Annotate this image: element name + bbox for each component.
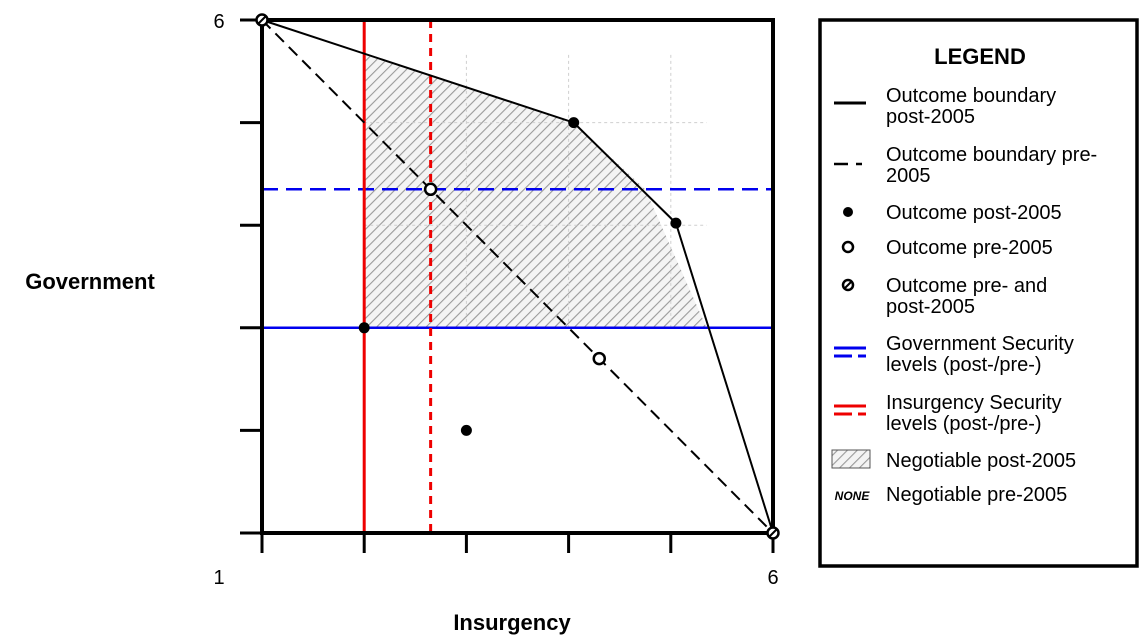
x-tick-label-min: 1 <box>213 567 224 589</box>
y-tick-label-max: 6 <box>213 11 224 33</box>
x-tick-label-max: 6 <box>767 567 778 589</box>
outcome-post-2005-point <box>568 117 580 129</box>
outcome-pre-2005-point <box>592 351 607 366</box>
slashed-dot-icon <box>841 278 855 292</box>
none-text: NONE <box>835 489 871 503</box>
legend-item-outcome-pre-and-post: Outcome pre- and post-2005 <box>886 275 1053 318</box>
outcome-pre-2005-point <box>423 182 438 197</box>
hatched-box-icon <box>831 449 871 469</box>
open-dot-icon <box>841 240 855 254</box>
outcome-post-2005-point <box>358 322 370 334</box>
negotiable-post-2005-region <box>364 54 707 328</box>
legend-item-outcome-pre: Outcome pre-2005 <box>886 237 1053 259</box>
outcome-pre-and-post-2005-slash <box>768 528 778 538</box>
outcome-post-2005-point <box>460 424 472 436</box>
legend-item-government-security: Government Security levels (post-/pre-) <box>886 333 1079 376</box>
outcome-post-2005-point <box>670 217 682 229</box>
outcome-boundary-pre-2005 <box>261 19 774 534</box>
outcome-pre-and-post-2005-slash <box>257 15 267 25</box>
legend-item-insurgency-security: Insurgency Security levels (post-/pre-) <box>886 392 1067 435</box>
legend-item-outcome-post: Outcome post-2005 <box>886 202 1062 224</box>
plot-frame <box>260 18 775 535</box>
blue-lines-icon <box>834 346 866 358</box>
outcome-boundary-post-2005 <box>261 19 774 534</box>
legend: LEGEND NONE Outcome boundary post-200 <box>818 18 1139 568</box>
legend-item-negotiable-post: Negotiable post-2005 <box>886 450 1076 472</box>
y-axis-title: Government <box>25 269 155 294</box>
legend-frame <box>818 18 1139 568</box>
red-lines-icon <box>834 404 866 416</box>
legend-item-outcome-boundary-post: Outcome boundary post-2005 <box>886 85 1062 128</box>
outcome-points <box>255 13 780 540</box>
legend-title: LEGEND <box>934 44 1026 69</box>
legend-item-negotiable-pre: Negotiable pre-2005 <box>886 484 1067 506</box>
x-axis-title: Insurgency <box>453 610 571 635</box>
legend-item-outcome-boundary-pre: Outcome boundary pre- 2005 <box>886 144 1103 187</box>
filled-dot-icon <box>843 207 853 217</box>
